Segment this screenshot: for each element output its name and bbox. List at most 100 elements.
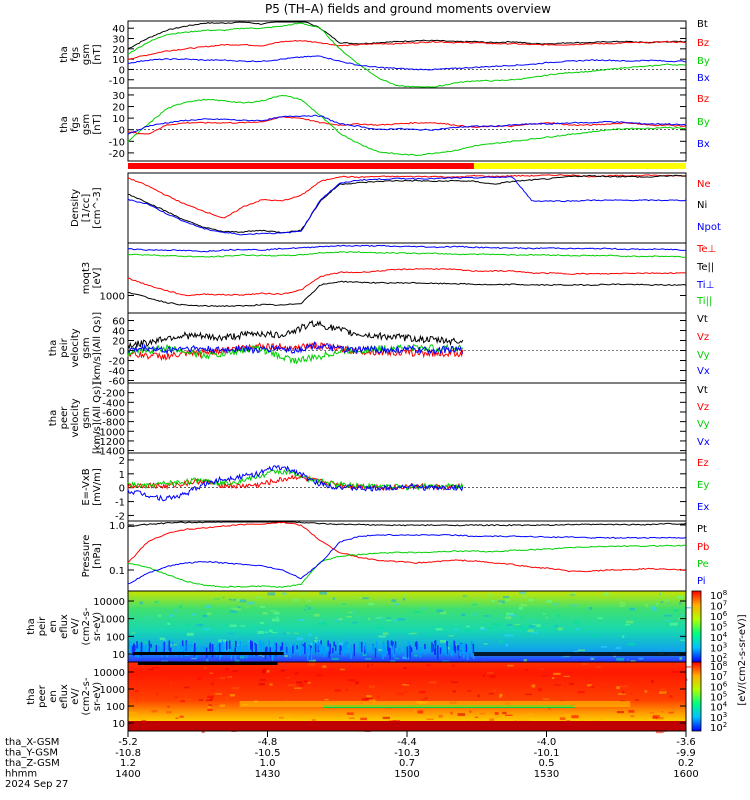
spectrogram-streak — [158, 614, 162, 617]
ylabel-line: [km/s](All Qs)] — [92, 382, 103, 454]
spectrogram-streak — [158, 646, 160, 651]
spectrogram-streak — [289, 647, 291, 658]
spectrogram-streak — [426, 635, 434, 637]
spectrogram-streak — [304, 646, 307, 653]
ylabel-line: peir — [37, 616, 48, 636]
spectrogram-streak — [396, 692, 404, 696]
legend-label: Vx — [697, 437, 710, 448]
spectrogram-streak — [408, 646, 411, 658]
ylabel-line: (cm2-s- — [81, 607, 92, 645]
spectrogram-streak — [491, 600, 495, 602]
spectrogram-streak — [590, 657, 595, 660]
spectrogram-streak — [296, 637, 304, 641]
spectrogram-streak — [414, 642, 417, 647]
spectrogram-streak — [208, 706, 211, 708]
spectrogram-streak — [275, 642, 278, 650]
spectrogram-streak — [525, 693, 533, 696]
xtick-label: -10.3 — [394, 748, 420, 759]
spectrogram-streak — [581, 719, 585, 723]
spectrogram-streak — [239, 599, 247, 603]
ytick-label: 40 — [112, 24, 125, 35]
spectrogram-streak — [339, 642, 345, 645]
series-line-Te|| — [127, 280, 687, 308]
spectrogram-streak — [167, 622, 171, 625]
series-line-Bx — [128, 55, 687, 71]
spectrogram-streak — [129, 711, 137, 714]
spectrogram-streak — [219, 704, 226, 707]
series-line-Vt — [127, 319, 464, 350]
spectrogram-streak — [238, 606, 241, 609]
xtick-label: 1500 — [394, 769, 419, 780]
spectrogram-streak — [450, 644, 453, 656]
spectrogram-streak — [527, 713, 534, 716]
spectrogram-streak — [308, 663, 316, 666]
spectrogram-streak — [629, 693, 632, 695]
spectrogram-streak — [655, 717, 664, 720]
spectrogram-streak — [429, 680, 437, 684]
spectrogram-streak — [659, 691, 667, 694]
spectrogram-streak — [327, 640, 329, 647]
spectrogram-streak — [365, 658, 372, 660]
series-line-Pi — [127, 533, 687, 585]
spectrogram-streak — [351, 611, 356, 613]
spectrogram-streak — [141, 645, 144, 652]
spectrogram-streak — [541, 675, 549, 677]
x-row-label: hhmm — [5, 769, 37, 780]
ylabel-line: moqt3 — [81, 262, 92, 295]
spectrogram-streak — [489, 718, 495, 721]
series-line-Vx — [127, 340, 464, 356]
spectrogram-streak — [361, 697, 369, 701]
spectrogram-streak — [507, 664, 514, 667]
spectrogram-streak — [445, 646, 447, 656]
spectrogram-streak — [649, 712, 655, 714]
spectrogram-streak — [344, 641, 347, 652]
spectrogram-streak — [128, 640, 131, 649]
series-line-Pb — [127, 521, 687, 573]
spectrogram-streak — [466, 646, 469, 661]
spectrogram-streak — [229, 610, 237, 613]
spectrogram-streak — [664, 614, 673, 617]
xtick-label: 1600 — [673, 769, 698, 780]
spectrogram-9 — [128, 662, 686, 731]
spectrogram-streak — [268, 640, 270, 647]
spectrogram-streak — [391, 599, 397, 602]
spectrogram-streak — [359, 636, 363, 639]
spectrogram-streak — [237, 646, 239, 653]
legend-label: Ez — [697, 458, 709, 469]
series-line-Ti⊥ — [127, 244, 687, 253]
legend-label: Vt — [697, 385, 708, 396]
spectrogram-streak — [347, 684, 352, 686]
spectrogram-streak — [487, 627, 495, 630]
spectrogram-streak — [616, 657, 625, 661]
ytick-label: 20 — [112, 103, 125, 114]
spectrogram-streak — [159, 637, 165, 640]
spectrogram-streak — [479, 713, 485, 715]
ytick-label: 100 — [106, 632, 125, 643]
ytick-label: -800 — [102, 418, 125, 429]
spectrogram-streak — [552, 677, 555, 679]
ylabel-line: fgs — [70, 117, 81, 132]
spectrogram-streak — [325, 639, 331, 642]
spectrogram-streak — [414, 709, 417, 712]
spectrogram-streak — [503, 596, 510, 599]
legend-label: Vz — [697, 402, 709, 413]
spectrogram-streak — [151, 709, 158, 713]
spectrogram-streak — [366, 695, 372, 698]
spectrogram-streak — [245, 645, 248, 659]
spectrogram-streak — [629, 607, 635, 611]
ytick-label: 60 — [112, 317, 125, 328]
spectrogram-streak — [184, 698, 191, 701]
xtick-label: -10.8 — [115, 748, 141, 759]
spectrogram-streak — [482, 674, 486, 677]
spectrogram-streak — [262, 668, 268, 672]
panel-frame — [127, 87, 687, 162]
xtick-label: -9.9 — [676, 748, 696, 759]
spectrogram-streak — [246, 601, 255, 605]
spectrogram-band — [239, 701, 631, 707]
spectrogram-streak — [346, 641, 349, 646]
spectrogram-streak — [259, 640, 261, 649]
spectrogram-streak — [368, 699, 376, 702]
ytick-label: 10 — [112, 650, 125, 661]
spectrogram-streak — [202, 615, 208, 618]
